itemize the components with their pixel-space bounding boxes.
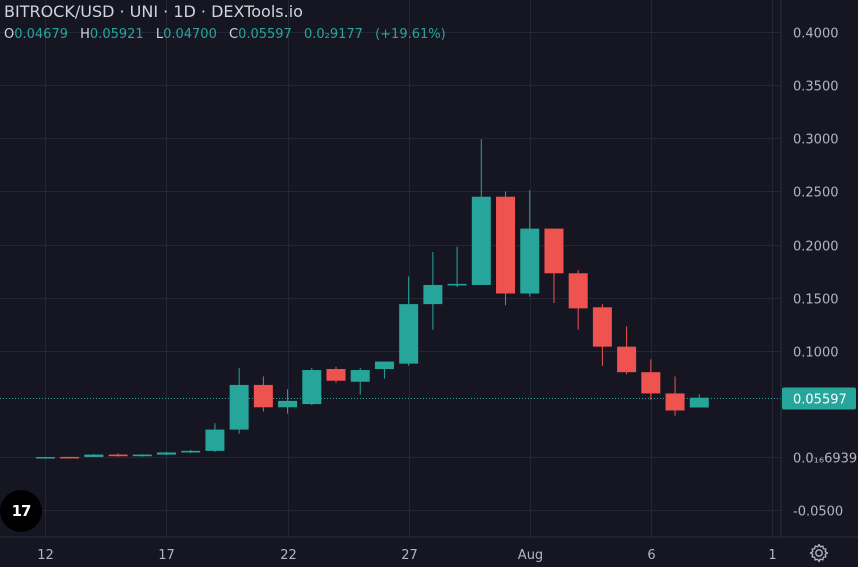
price-tick-label: 0.2500 <box>793 186 839 201</box>
candle-body <box>423 284 443 305</box>
candle-down <box>617 326 637 375</box>
candle-body <box>156 452 176 455</box>
chart-header: BITROCK/USD · UNI · 1D · DEXTools.io O0.… <box>4 0 446 46</box>
candle-body <box>278 400 298 408</box>
last-price-badge <box>782 387 856 410</box>
price-tick-label: 0.2000 <box>793 240 839 255</box>
candle-body <box>84 454 104 457</box>
time-tick-label: 27 <box>401 548 418 563</box>
tradingview-logo-icon[interactable]: 17 <box>0 490 42 532</box>
candle-body <box>60 456 80 459</box>
candle-up <box>302 367 322 406</box>
candle-up <box>374 361 394 379</box>
candle-up <box>156 451 176 456</box>
time-tick-label: 1 <box>768 548 776 563</box>
candle-up <box>132 454 152 457</box>
candle-down <box>326 366 346 383</box>
candle-body <box>665 393 685 411</box>
candle-body <box>350 370 370 382</box>
change-value: 0.0₂9177 <box>303 27 363 42</box>
candle-up <box>35 457 55 459</box>
candle-body <box>592 307 612 347</box>
candle-down <box>641 359 661 400</box>
candle-up <box>205 423 225 452</box>
candle-down <box>253 376 273 412</box>
candle-down <box>108 453 128 457</box>
candle-down <box>568 270 588 330</box>
candle-body <box>253 384 273 408</box>
price-tick-label: 0.1500 <box>793 293 839 308</box>
price-tick-label: 0.1000 <box>793 346 839 361</box>
symbol-title[interactable]: BITROCK/USD · UNI · 1D · DEXTools.io <box>4 2 303 21</box>
candle-body <box>302 370 322 405</box>
time-axis: 12 17 22 27 Aug 6 1 <box>37 548 776 563</box>
candle-body <box>181 450 201 453</box>
candle-up <box>471 139 491 285</box>
price-tick-label: -0.0500 <box>793 505 843 520</box>
candle-body <box>205 429 225 451</box>
candle-body <box>326 368 346 381</box>
last-price-label: 0.05597 <box>793 393 847 408</box>
candle-up <box>84 454 104 458</box>
candle-up <box>350 367 370 395</box>
candle-down <box>60 456 80 459</box>
candle-up <box>520 190 540 297</box>
candle-body <box>641 372 661 394</box>
high-value: 0.05921 <box>89 27 144 42</box>
close-label: C <box>228 27 239 42</box>
price-tick-label: 0.4000 <box>793 27 839 42</box>
candle-body <box>374 361 394 369</box>
candle-body <box>132 454 152 457</box>
candle-up <box>181 449 201 453</box>
price-tick-label: 0.0₁₆6939 <box>793 452 857 467</box>
candle-up <box>278 389 298 414</box>
time-tick-label: 17 <box>158 548 175 563</box>
candle-body <box>108 454 128 457</box>
candles <box>35 139 709 459</box>
candle-body <box>544 228 564 274</box>
candle-body <box>471 196 491 285</box>
time-tick-label: 22 <box>280 548 297 563</box>
close-value: 0.05597 <box>238 27 292 42</box>
candle-up <box>229 367 249 434</box>
gear-icon[interactable] <box>808 542 830 564</box>
candle-body <box>229 384 249 430</box>
last-price-marker: 0.05597 <box>782 387 856 410</box>
candle-up <box>689 394 709 408</box>
candle-down <box>496 191 516 306</box>
logo-text: 17 <box>11 502 32 520</box>
candle-down <box>544 228 564 304</box>
change-percent: (+19.61%) <box>375 27 446 42</box>
candle-body <box>399 304 419 364</box>
candle-body <box>617 346 637 373</box>
candle-body <box>568 273 588 309</box>
price-tick-label: 0.3000 <box>793 133 839 148</box>
open-label: O <box>4 27 15 42</box>
candle-down <box>592 304 612 366</box>
candle-body <box>447 283 467 286</box>
candle-body <box>689 397 709 408</box>
candle-body <box>35 457 55 459</box>
candle-body <box>520 228 540 294</box>
time-tick-label: Aug <box>518 548 543 563</box>
price-tick-label: 0.3500 <box>793 80 839 95</box>
time-tick-label: 6 <box>647 548 655 563</box>
low-label: L <box>155 27 164 42</box>
candle-up <box>399 276 419 366</box>
candle-down <box>665 376 685 416</box>
ohlc-legend: O0.04679 H0.05921 L0.04700 C0.05597 0.0₂… <box>4 24 446 46</box>
low-value: 0.04700 <box>163 27 217 42</box>
candle-up <box>423 252 443 330</box>
time-tick-label: 12 <box>37 548 54 563</box>
candle-up <box>447 246 467 288</box>
price-axis: 0.4000 0.3500 0.3000 0.2500 0.2000 0.1500 0.10… <box>793 27 857 520</box>
open-value: 0.04679 <box>14 27 68 42</box>
candle-body <box>496 196 516 294</box>
high-label: H <box>80 27 90 42</box>
